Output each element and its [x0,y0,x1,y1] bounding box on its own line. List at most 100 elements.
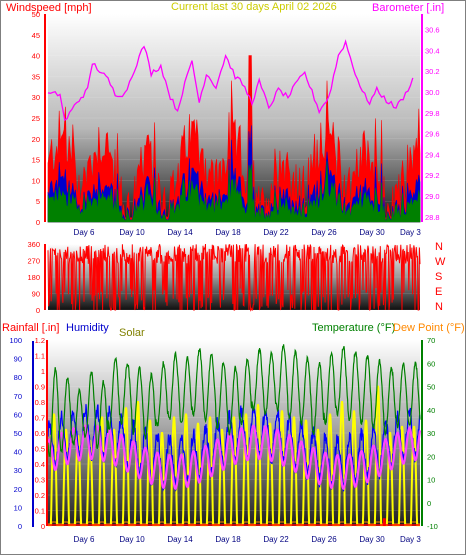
temperature-tick-label: 70 [427,336,435,345]
windspeed-tick-label: 25 [32,114,40,123]
wind-day-label: Day 30 [359,228,385,237]
barometer-line [47,39,414,122]
barometer-tick-label: 29.0 [425,192,440,201]
barometer-tick-label: 28.8 [425,213,440,222]
humidity-tick-label: 90 [14,355,22,364]
barometer-axis: 28.8 29.0 29.2 29.4 29.6 29.8 30.0 30.2 30.4 30.6 [421,14,440,222]
direction-tick-label: 270 [27,257,40,266]
humidity-tick-label: 80 [14,373,22,382]
green-wind-area [47,161,421,223]
temperature-axis: -10 0 10 20 30 40 50 60 70 [421,336,438,531]
temperature-tick-label: 40 [427,406,435,415]
barometer-tick-label: 30.2 [425,67,440,76]
wind-day-label: Day 10 [119,228,145,237]
temperature-tick-label: 30 [427,429,435,438]
barometer-label: Barometer [.in] [372,2,444,14]
humidity-tick-label: 60 [14,410,22,419]
barometer-tick-label: 30.6 [425,26,440,35]
wind-green-series [47,161,421,223]
temperature-tick-label: -10 [427,522,438,531]
barometer-tick-label: 30.0 [425,88,440,97]
temperature-tick-label: 50 [427,383,435,392]
compass-letter: N [435,301,443,313]
humidity-tick-label: 0 [18,522,22,531]
wind-direction-series [47,243,421,312]
rainfall-tick-label: 0.1 [35,507,45,516]
rainfall-tick-label: 0.8 [35,398,45,407]
rain-day-label: Day 3 [400,535,421,544]
rain-day-label: Day 26 [311,535,337,544]
windspeed-axis-bar [44,14,46,222]
rain-day-label: Day 22 [263,535,289,544]
rain-day-axis: Day 6 Day 10 Day 14 Day 18 Day 22 Day 26 Day 3… [74,535,422,544]
humidity-label: Humidity [66,322,109,334]
temperature-tick-label: 0 [427,499,431,508]
barometer-tick-label: 29.6 [425,130,440,139]
direction-tick-label: 0 [36,306,40,315]
rainfall-tick-label: 0.6 [35,429,45,438]
temperature-label: Temperature (°F) [312,322,395,334]
humidity-tick-label: 100 [9,336,22,345]
humidity-tick-label: 50 [14,429,22,438]
wind-day-label: Day 26 [311,228,337,237]
windspeed-tick-label: 0 [36,218,40,227]
wind-day-label: Day 3 [400,228,421,237]
compass-letter: E [435,286,442,298]
humidity-tick-label: 70 [14,392,22,401]
rainfall-axis-bar [46,340,48,526]
direction-axis: 0 90 180 270 360 [27,240,46,315]
barometer-tick-label: 30.4 [425,46,440,55]
windspeed-tick-label: 30 [32,93,40,102]
rainfall-tick-label: 0.3 [35,476,45,485]
windspeed-label: Windspeed [mph] [6,2,92,14]
chart-subtitle: Current last 30 days April 02 2026 [171,1,337,13]
temperature-tick-label: 20 [427,452,435,461]
rainfall-tick-label: 1.2 [35,336,45,345]
humidity-tick-label: 40 [14,448,22,457]
wind-day-axis: Day 6 Day 10 Day 14 Day 18 Day 22 Day 26 Day 3… [74,228,422,237]
windspeed-tick-label: 10 [32,176,40,185]
wind-day-label: Day 14 [167,228,193,237]
windspeed-tick-label: 50 [32,10,40,19]
windspeed-tick-label: 40 [32,52,40,61]
temperature-axis-bar [421,340,423,526]
wind-day-label: Day 18 [215,228,241,237]
rainfall-tick-label: 0.4 [35,460,45,469]
barometer-axis-bar [421,14,423,222]
compass-letter: W [435,256,446,268]
direction-tick-label: 180 [27,273,40,282]
temperature-series [47,344,421,458]
rainfall-bar [382,518,386,526]
windspeed-tick-label: 35 [32,72,40,81]
rainfall-tick-label: 1 [41,367,45,376]
temperature-tick-label: 60 [427,359,435,368]
windspeed-axis: 0 5 10 15 20 25 30 35 40 45 50 [32,10,46,227]
direction-tick-label: 90 [32,290,40,299]
humidity-tick-label: 30 [14,466,22,475]
rainfall-tick-label: 0.9 [35,383,45,392]
direction-axis-bar [44,244,46,310]
rainfall-tick-label: 0 [41,522,45,531]
direction-tick-label: 360 [27,240,40,249]
wind-day-label: Day 22 [263,228,289,237]
rainfall-tick-label: 0.5 [35,445,45,454]
rainfall-tick-label: 1.1 [35,352,45,361]
humidity-average-series [46,424,422,490]
rainfall-tick-label: 0.7 [35,414,45,423]
rain-day-label: Day 30 [359,535,385,544]
rain-day-label: Day 18 [215,535,241,544]
windspeed-tick-label: 20 [32,135,40,144]
solar-label: Solar [119,327,145,339]
rainfall-label: Rainfall [.in] [2,322,59,334]
humidity-tick-label: 20 [14,485,22,494]
humidity-scale-bar [32,341,34,527]
rain-day-label: Day 10 [119,535,145,544]
rainfall-series [48,518,420,526]
barometer-tick-label: 29.8 [425,109,440,118]
barometer-tick-label: 29.2 [425,171,440,180]
windspeed-tick-label: 45 [32,31,40,40]
humidity-tick-label: 10 [14,503,22,512]
windspeed-tick-label: 15 [32,156,40,165]
